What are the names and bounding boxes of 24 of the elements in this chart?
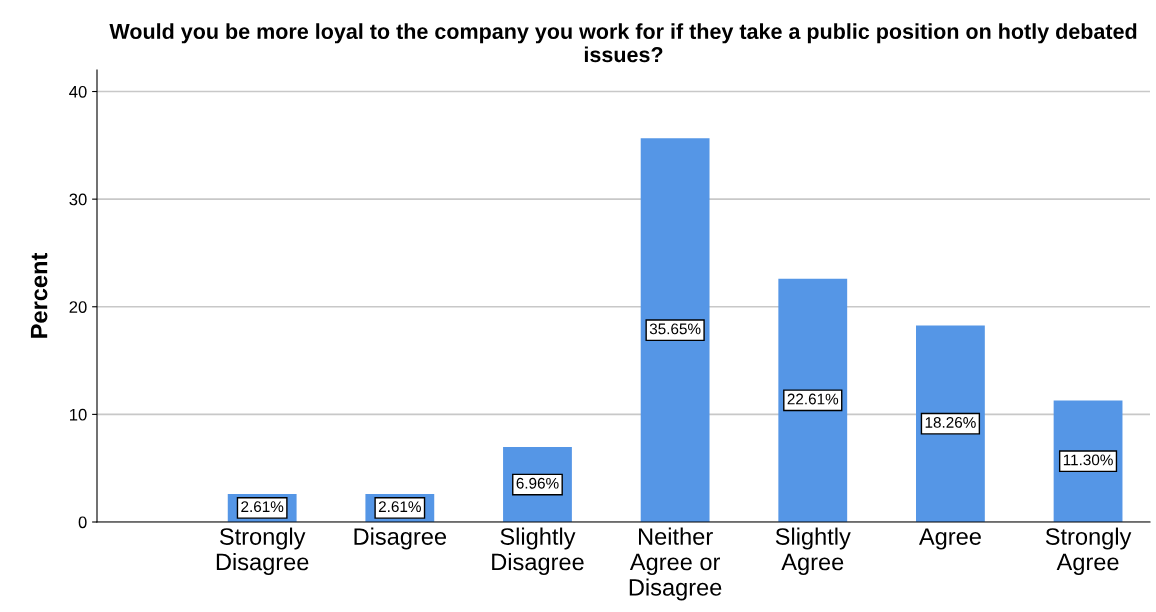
data-label: 11.30%: [1063, 454, 1113, 466]
y-tick-label: 0: [78, 516, 87, 529]
y-tick-label: 20: [69, 301, 87, 313]
x-tick-label: Slightly Agree: [775, 527, 851, 575]
x-tick-label: Strongly Disagree: [216, 527, 309, 575]
data-label: 2.61%: [378, 501, 421, 513]
y-tick-label: 30: [69, 193, 87, 206]
bar: [778, 278, 848, 522]
x-tick-label: Neither Agree or Disagree: [629, 527, 722, 601]
x-tick-label: Agree: [918, 528, 981, 550]
x-tick-label: Strongly Agree: [1045, 527, 1132, 575]
data-label: 22.61%: [787, 393, 839, 405]
y-tick-label: 40: [69, 85, 87, 98]
data-label: 18.26%: [925, 417, 976, 428]
data-label: 35.65%: [649, 323, 701, 335]
x-tick-label: Disagree: [354, 527, 447, 550]
bar: [916, 325, 985, 522]
x-tick-label: Slightly Disagree: [492, 527, 584, 575]
bar: [640, 138, 710, 522]
y-axis-title: Percent: [30, 252, 48, 338]
data-label: 2.61%: [241, 501, 284, 513]
y-tick-label: 10: [70, 408, 87, 421]
chart-title: Would you be more loyal to the company you work for if they take a public position on hotly debated issues?: [109, 23, 1137, 63]
data-label: 6.96%: [516, 477, 559, 489]
